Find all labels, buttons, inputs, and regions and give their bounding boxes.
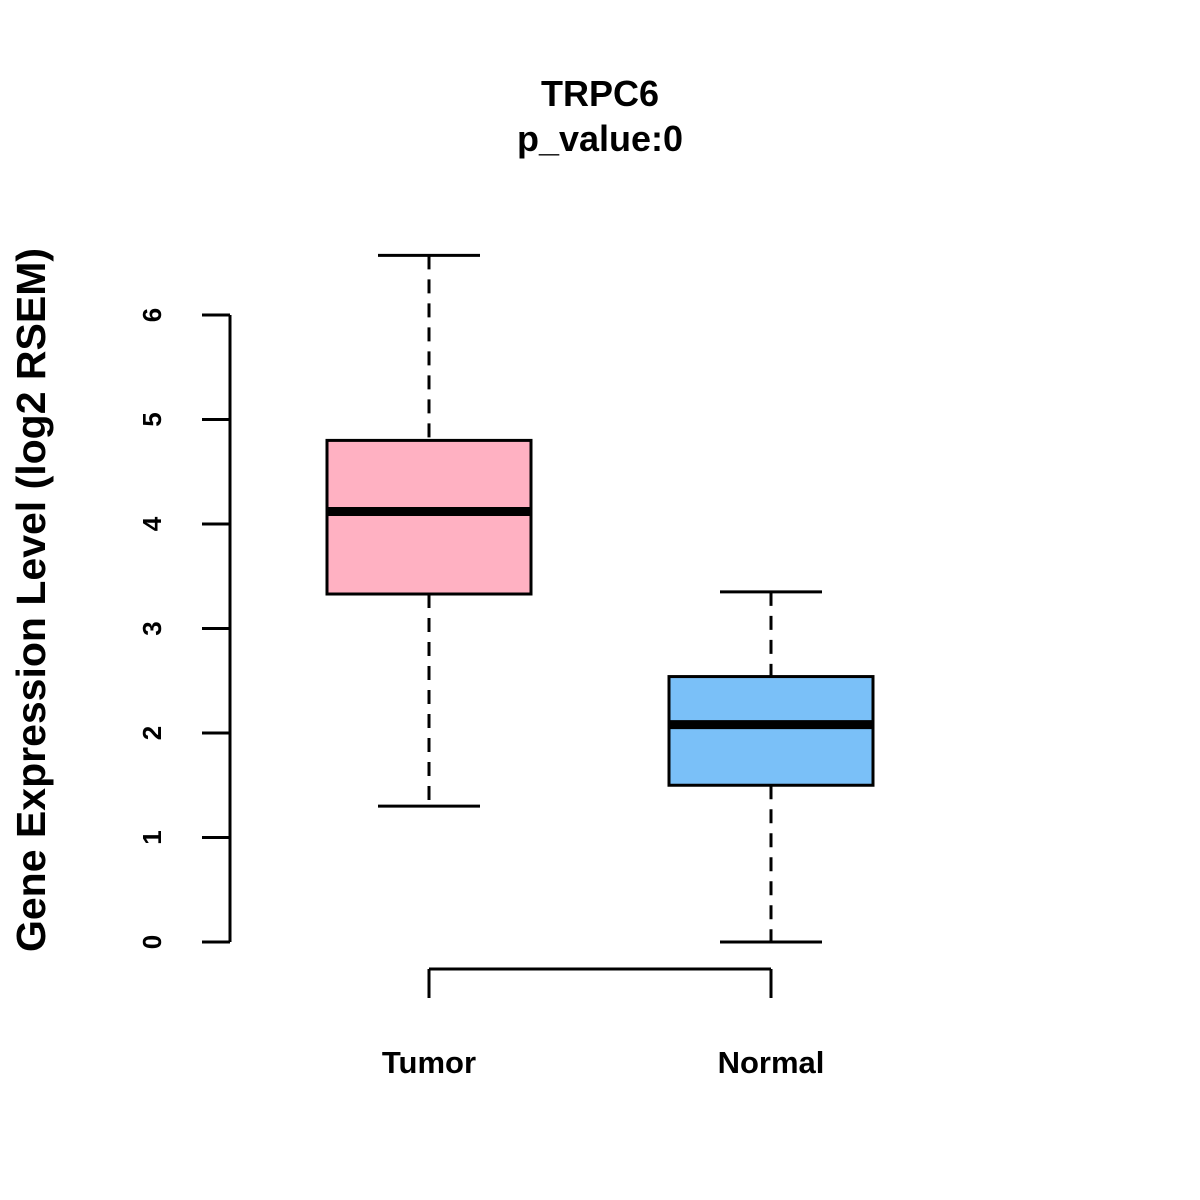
x-axis: Tumor Normal — [382, 967, 825, 1080]
y-tick-label: 2 — [137, 726, 167, 740]
iqr-box — [667, 675, 875, 787]
y-tick-label: 0 — [137, 935, 167, 949]
box-group — [325, 253, 875, 944]
x-tick-label: Normal — [718, 1045, 825, 1080]
y-axis: 0 1 2 3 4 5 6 — [137, 308, 232, 949]
y-axis-label: Gene Expression Level (log2 RSEM) — [8, 248, 54, 952]
y-tick-label: 3 — [137, 621, 167, 635]
y-tick-label: 5 — [137, 412, 167, 426]
chart-subtitle: p_value:0 — [517, 118, 683, 159]
y-tick-label: 4 — [137, 516, 167, 531]
chart-title: TRPC6 — [541, 73, 659, 114]
y-tick-label: 1 — [137, 830, 167, 844]
box-normal — [667, 590, 875, 944]
x-tick-label: Tumor — [382, 1045, 476, 1080]
y-tick-label: 6 — [137, 308, 167, 322]
box-tumor — [325, 253, 533, 808]
iqr-box — [325, 438, 533, 596]
